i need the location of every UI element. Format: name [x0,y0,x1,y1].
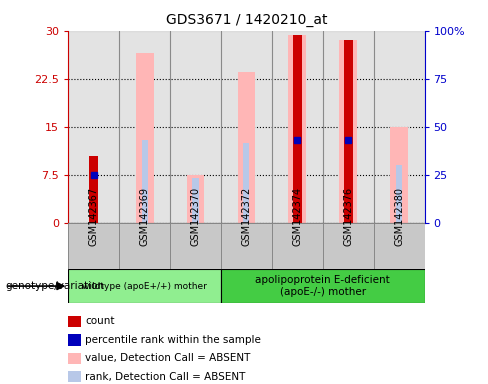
Bar [68,31,119,223]
Bar [272,223,323,269]
Text: rank, Detection Call = ABSENT: rank, Detection Call = ABSENT [85,372,246,382]
Bar [192,178,199,223]
Text: genotype/variation: genotype/variation [5,281,104,291]
Bar [323,31,374,223]
Bar [238,72,255,223]
Text: count: count [85,316,115,326]
Bar [170,223,221,269]
Text: GSM142372: GSM142372 [242,187,251,246]
Bar [221,269,425,303]
Bar [374,223,425,269]
Bar [221,31,272,223]
Bar [374,31,425,223]
Bar [136,53,154,223]
Text: apolipoprotein E-deficient
(apoE-/-) mother: apolipoprotein E-deficient (apoE-/-) mot… [255,275,390,297]
Bar [186,175,204,223]
Bar [390,127,408,223]
Text: percentile rank within the sample: percentile rank within the sample [85,335,261,345]
Text: GSM142380: GSM142380 [394,187,404,246]
Bar [68,223,119,269]
Bar [142,139,148,223]
Bar [221,223,272,269]
Bar [323,223,374,269]
Bar [339,40,357,223]
Bar [89,156,99,223]
Text: value, Detection Call = ABSENT: value, Detection Call = ABSENT [85,353,251,363]
Bar [396,165,402,223]
Bar [293,35,302,223]
Title: GDS3671 / 1420210_at: GDS3671 / 1420210_at [166,13,327,27]
Bar [344,40,353,223]
Text: GSM142367: GSM142367 [89,187,99,246]
Bar [272,31,323,223]
Text: GSM142370: GSM142370 [190,187,201,246]
Bar [244,143,249,223]
Text: GSM142376: GSM142376 [343,187,353,246]
Bar [288,35,306,223]
Text: GSM142369: GSM142369 [140,187,150,246]
Text: GSM142374: GSM142374 [292,187,303,246]
Text: wildtype (apoE+/+) mother: wildtype (apoE+/+) mother [82,281,207,291]
Bar [170,31,221,223]
Bar [119,223,170,269]
Bar [68,269,221,303]
Bar [119,31,170,223]
